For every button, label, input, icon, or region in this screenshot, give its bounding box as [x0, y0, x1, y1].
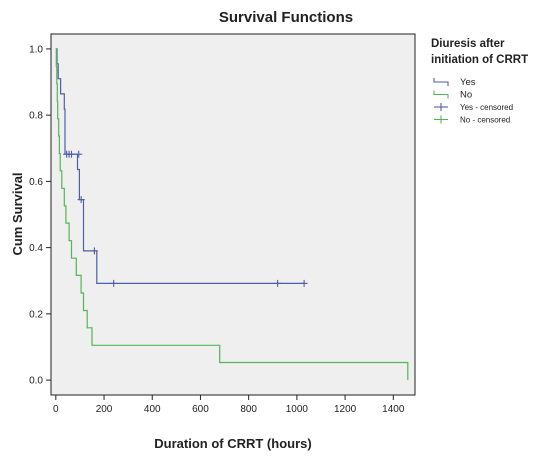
legend: Diuresis after initiation of CRRT YesNoY… — [431, 38, 528, 125]
y-axis: 0.0 0.2 0.4 0.6 0.8 1.0 — [29, 44, 51, 387]
x-axis: 0 200 400 600 800 1000 1200 1400 — [53, 395, 405, 415]
x-tick-label: 800 — [240, 404, 257, 415]
legend-title-line-1: Diuresis after — [431, 38, 505, 50]
legend-entries: Yes No Yes - censored No - censored — [433, 77, 513, 125]
y-axis-title: Cum Survival — [10, 172, 25, 255]
x-axis-title: Duration of CRRT (hours) — [154, 436, 311, 451]
legend-symbol-no — [433, 90, 449, 99]
y-tick-label: 0.6 — [29, 177, 43, 188]
y-tick-label: 0.4 — [29, 243, 43, 254]
x-tick-label: 1000 — [286, 404, 309, 415]
x-tick-label: 0 — [53, 404, 59, 415]
x-tick-label: 200 — [96, 404, 113, 415]
x-tick-label: 1400 — [382, 404, 405, 415]
x-tick-label: 1200 — [334, 404, 357, 415]
legend-label-yes-censored: Yes - censored — [460, 103, 513, 112]
y-tick-label: 0.2 — [29, 309, 43, 320]
plot-area — [50, 33, 416, 396]
x-tick-label: 400 — [144, 404, 161, 415]
legend-label-yes: Yes — [460, 77, 476, 88]
chart-title: Survival Functions — [219, 9, 353, 26]
y-tick-label: 0.0 — [29, 376, 43, 387]
series-layer — [55, 48, 409, 381]
legend-symbol-yes — [433, 78, 449, 86]
y-tick-label: 0.8 — [29, 111, 43, 122]
series-no-line — [55, 48, 409, 381]
series-yes-line — [55, 48, 306, 284]
y-tick-label: 1.0 — [29, 44, 43, 55]
x-tick-label: 600 — [192, 404, 209, 415]
legend-label-no: No — [460, 90, 472, 101]
legend-title-line-2: initiation of CRRT — [431, 54, 528, 66]
legend-label-no-censored: No - censored — [460, 116, 510, 125]
